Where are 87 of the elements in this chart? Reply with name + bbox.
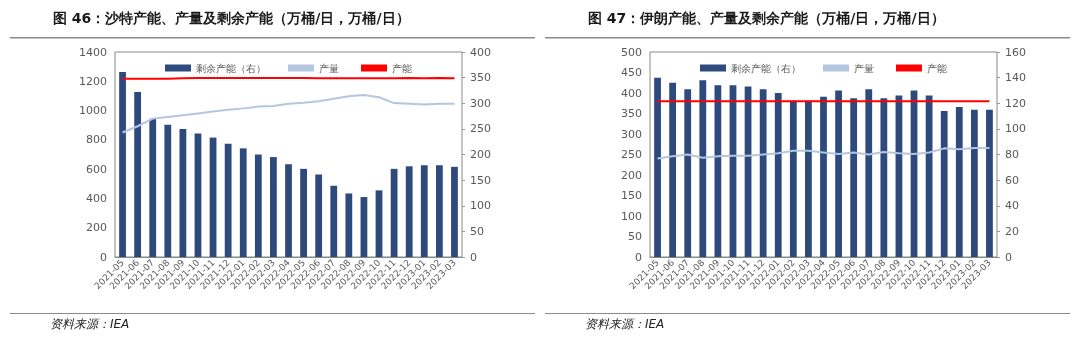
- y2-tick-label: 400: [470, 45, 491, 59]
- y2-tick-label: 0: [470, 250, 477, 264]
- bar: [880, 98, 888, 257]
- bar: [405, 166, 413, 257]
- bar: [820, 96, 827, 257]
- bar: [330, 185, 338, 257]
- bar: [865, 89, 873, 257]
- bar: [390, 168, 398, 257]
- y-tick-label: 0: [635, 250, 642, 264]
- y2-tick-label: 40: [1005, 199, 1019, 213]
- bar: [239, 148, 247, 257]
- bar: [254, 154, 262, 257]
- y-tick-label: 200: [621, 168, 642, 182]
- bar: [714, 85, 722, 257]
- bar: [789, 100, 797, 257]
- y2-tick-label: 50: [470, 224, 484, 238]
- bar: [835, 90, 842, 257]
- bar: [986, 109, 993, 257]
- bar: [224, 143, 232, 257]
- legend-label: 产能: [927, 62, 947, 74]
- y-tick-label: 400: [621, 86, 642, 100]
- bar: [300, 168, 307, 257]
- y-tick-label: 300: [621, 127, 642, 141]
- bar: [654, 77, 661, 257]
- chart-title: 图 46：沙特产能、产量及剩余产能（万桶/日，万桶/日）: [53, 10, 410, 26]
- bar: [940, 110, 948, 257]
- legend-label: 产量: [854, 62, 874, 74]
- y-tick-label: 200: [86, 221, 107, 235]
- y-tick-label: 0: [100, 250, 107, 264]
- bar: [970, 109, 978, 257]
- y-tick-label: 150: [621, 189, 642, 202]
- y2-tick-label: 80: [1005, 148, 1019, 161]
- bar: [451, 166, 458, 257]
- bar: [315, 174, 323, 257]
- bar: [850, 98, 858, 257]
- line-series: [121, 93, 456, 134]
- y2-tick-label: 160: [1005, 45, 1026, 59]
- y2-tick-label: 20: [1005, 224, 1019, 238]
- y2-tick-label: 100: [1005, 122, 1026, 136]
- y-tick-label: 800: [86, 133, 107, 147]
- bar: [759, 89, 767, 257]
- y-tick-label: 1000: [79, 104, 107, 118]
- y-tick-label: 100: [621, 209, 642, 223]
- y-tick-label: 50: [628, 230, 642, 243]
- y-tick-label: 1400: [79, 45, 107, 59]
- legend-label: 剩余产能（右）: [731, 62, 801, 74]
- legend-label: 剩余产能（右）: [196, 62, 266, 74]
- y2-tick-label: 350: [470, 71, 491, 85]
- y2-tick-label: 300: [470, 96, 491, 110]
- y-tick-label: 350: [621, 107, 642, 120]
- bar: [805, 100, 812, 257]
- bar: [164, 124, 172, 257]
- y2-tick-label: 60: [1005, 173, 1019, 187]
- legend-label: 产能: [392, 62, 412, 74]
- bar: [345, 193, 353, 257]
- y2-tick-label: 140: [1005, 71, 1026, 85]
- y2-tick-label: 250: [470, 122, 491, 136]
- bar: [420, 165, 428, 257]
- line-series: [656, 146, 991, 160]
- bar: [179, 128, 187, 257]
- y-tick-label: 250: [621, 148, 642, 161]
- bar: [684, 89, 692, 257]
- y2-tick-label: 0: [1005, 250, 1012, 264]
- y2-tick-label: 100: [470, 199, 491, 213]
- y-tick-label: 1200: [79, 74, 107, 88]
- y2-tick-label: 150: [470, 173, 491, 187]
- bar: [134, 91, 142, 257]
- y2-tick-label: 120: [1005, 96, 1026, 110]
- chart-title: 图 47：伊朗产能、产量及剩余产能（万桶/日，万桶/日）: [588, 10, 945, 26]
- y-tick-label: 600: [86, 162, 107, 176]
- legend-label: 产量: [319, 62, 339, 74]
- bar: [774, 93, 782, 257]
- text: 资料来源：IEA: [50, 317, 130, 331]
- y-tick-label: 500: [621, 45, 642, 59]
- bar: [270, 157, 277, 257]
- y-tick-label: 400: [86, 191, 107, 205]
- bar: [149, 118, 157, 257]
- y2-tick-label: 200: [470, 148, 491, 161]
- bar: [955, 107, 963, 257]
- bar: [435, 165, 443, 257]
- bar: [669, 82, 677, 257]
- bar: [119, 71, 126, 257]
- bar: [285, 164, 292, 257]
- bar: [925, 95, 933, 257]
- y-tick-label: 450: [621, 66, 642, 79]
- bar: [699, 80, 707, 257]
- text: 资料来源：IEA: [585, 317, 665, 331]
